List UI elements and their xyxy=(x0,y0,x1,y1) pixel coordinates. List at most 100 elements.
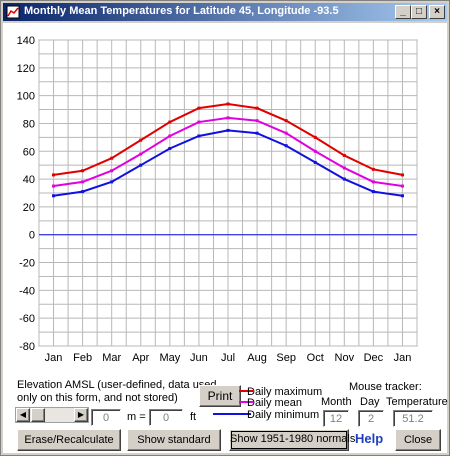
y-tick-label: -20 xyxy=(19,258,35,270)
elevation-label-line1: Elevation AMSL (user-defined, data used xyxy=(17,379,217,391)
data-point-daily-minimum xyxy=(226,128,230,132)
app-icon xyxy=(6,5,20,19)
ft-label: ft xyxy=(190,411,197,423)
scroll-thumb[interactable] xyxy=(31,408,45,422)
mouse-tracker-title: Mouse tracker: xyxy=(349,381,422,393)
scroll-right-arrow-icon[interactable]: ▶ xyxy=(74,408,88,422)
window-title: Monthly Mean Temperatures for Latitude 4… xyxy=(24,5,339,17)
data-point-daily-minimum xyxy=(313,160,317,164)
legend-lines xyxy=(213,390,253,415)
maximize-button[interactable]: □ xyxy=(411,5,427,19)
data-point-daily-mean xyxy=(342,166,346,170)
x-tick-label: Jun xyxy=(190,352,208,364)
data-point-daily-maximum xyxy=(284,119,288,123)
data-point-daily-mean xyxy=(226,116,230,120)
show-normals-button[interactable]: Show 1951-1980 normals xyxy=(229,429,355,451)
y-tick-label: 80 xyxy=(23,118,35,130)
tracker-day-header: Day xyxy=(360,396,380,408)
data-point-daily-mean xyxy=(168,134,172,138)
data-point-daily-mean xyxy=(197,120,201,124)
elevation-m-field[interactable]: 0 xyxy=(91,409,121,426)
x-tick-label: Dec xyxy=(364,352,384,364)
x-tick-label: Jan xyxy=(45,352,63,364)
data-point-daily-minimum xyxy=(342,177,346,181)
tracker-month-value: 12 xyxy=(323,410,349,427)
data-point-daily-minimum xyxy=(400,194,404,198)
legend-daily-minimum: Daily minimum xyxy=(247,409,320,421)
x-tick-label: Nov xyxy=(335,352,355,364)
data-point-daily-maximum xyxy=(400,173,404,177)
data-point-daily-minimum xyxy=(168,146,172,150)
print-button[interactable]: Print xyxy=(199,385,241,407)
y-tick-label: 20 xyxy=(23,202,35,214)
data-point-daily-mean xyxy=(139,152,143,156)
x-tick-label: Sep xyxy=(276,352,296,364)
data-point-daily-mean xyxy=(371,180,375,184)
data-point-daily-mean xyxy=(110,169,114,173)
data-point-daily-maximum xyxy=(139,138,143,142)
data-point-daily-maximum xyxy=(110,156,114,160)
temperature-chart[interactable]: 140 120 100 80 60 40 20 0 -20 -40 -60 -80 Jan Feb Mar A… xyxy=(3,23,447,379)
data-point-daily-mean xyxy=(313,149,317,153)
y-tick-label: 0 xyxy=(29,230,35,242)
y-tick-label: 120 xyxy=(17,63,35,75)
x-tick-label: Oct xyxy=(307,352,324,364)
tracker-day-value: 2 xyxy=(358,410,384,427)
data-point-daily-maximum xyxy=(226,102,230,106)
x-tick-label: Mar xyxy=(102,352,121,364)
m-equals-label: m = xyxy=(127,411,146,423)
y-tick-label: 100 xyxy=(17,91,35,103)
data-point-daily-minimum xyxy=(139,163,143,167)
close-window-button[interactable]: × xyxy=(429,5,445,19)
x-tick-label: Jul xyxy=(221,352,235,364)
tracker-temperature-value: 51.2 xyxy=(393,410,433,427)
data-point-daily-mean xyxy=(255,119,259,123)
data-point-daily-minimum xyxy=(197,134,201,138)
tracker-month-header: Month xyxy=(321,396,352,408)
title-bar: Monthly Mean Temperatures for Latitude 4… xyxy=(3,3,447,21)
y-tick-label: -40 xyxy=(19,285,35,297)
y-tick-label: -60 xyxy=(19,313,35,325)
y-tick-label: -80 xyxy=(19,341,35,353)
data-point-daily-minimum xyxy=(284,144,288,148)
x-tick-label: Jan xyxy=(394,352,412,364)
x-tick-label: May xyxy=(159,352,180,364)
y-tick-label: 40 xyxy=(23,174,35,186)
data-point-daily-maximum xyxy=(255,106,259,110)
data-point-daily-minimum xyxy=(255,131,259,135)
x-tick-label: Apr xyxy=(132,352,149,364)
data-point-daily-maximum xyxy=(168,120,172,124)
tracker-temperature-header: Temperature xyxy=(386,396,448,408)
help-link[interactable]: Help xyxy=(355,431,384,446)
data-point-daily-maximum xyxy=(81,169,85,173)
scroll-left-arrow-icon[interactable]: ◀ xyxy=(16,408,30,422)
data-point-daily-mean xyxy=(81,180,85,184)
legend-daily-mean: Daily mean xyxy=(247,397,303,409)
erase-recalculate-button[interactable]: Erase/Recalculate xyxy=(17,429,121,451)
elevation-scrollbar[interactable]: ◀ ▶ xyxy=(15,407,89,423)
minimize-button[interactable]: _ xyxy=(395,5,411,19)
y-tick-label: 60 xyxy=(23,146,35,158)
close-button[interactable]: Close xyxy=(395,429,441,451)
data-point-daily-minimum xyxy=(52,194,56,198)
y-tick-label: 140 xyxy=(17,35,35,47)
show-standard-button[interactable]: Show standard xyxy=(127,429,221,451)
elevation-ft-field[interactable]: 0 xyxy=(149,409,183,426)
client-area: 140 120 100 80 60 40 20 0 -20 -40 -60 -80 Jan Feb Mar A… xyxy=(3,23,448,453)
x-tick-label: Aug xyxy=(247,352,267,364)
data-point-daily-minimum xyxy=(110,180,114,184)
x-tick-label: Feb xyxy=(73,352,92,364)
legend-daily-maximum: Daily maximum xyxy=(247,386,323,398)
data-point-daily-mean xyxy=(52,184,56,188)
data-point-daily-maximum xyxy=(197,106,201,110)
elevation-label-line2: only on this form, and not stored) xyxy=(17,392,178,404)
data-point-daily-maximum xyxy=(342,153,346,157)
data-point-daily-minimum xyxy=(371,190,375,194)
data-point-daily-mean xyxy=(284,131,288,135)
data-point-daily-maximum xyxy=(52,173,56,177)
data-point-daily-mean xyxy=(400,184,404,188)
data-point-daily-maximum xyxy=(313,135,317,139)
data-point-daily-maximum xyxy=(371,167,375,171)
data-point-daily-minimum xyxy=(81,190,85,194)
